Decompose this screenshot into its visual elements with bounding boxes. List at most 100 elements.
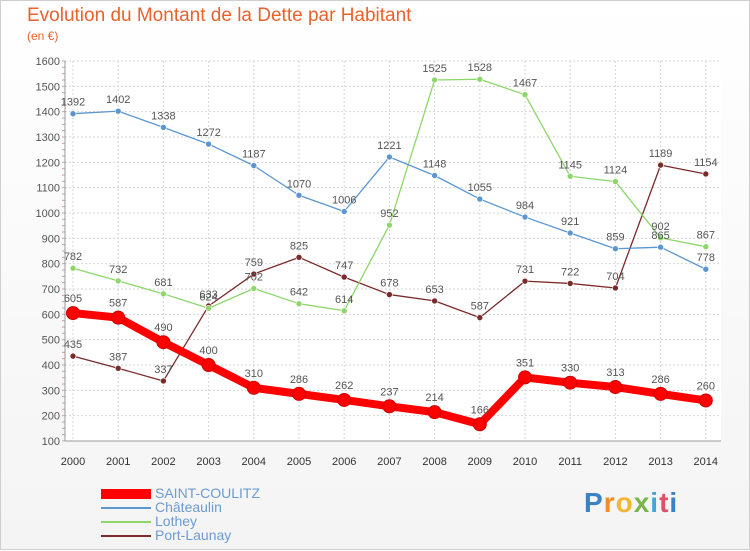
data-label-lothey: 902 <box>651 221 669 233</box>
point-lothey <box>340 307 348 315</box>
x-tick-label: 2010 <box>513 456 537 468</box>
point-chateaulin <box>702 265 710 273</box>
point-chateaulin <box>612 245 619 253</box>
point-saint-coulitz <box>201 358 216 372</box>
point-port-launay <box>160 377 167 385</box>
data-label-lothey: 782 <box>64 251 82 263</box>
point-lothey <box>205 304 212 312</box>
point-port-launay <box>702 170 710 178</box>
point-port-launay <box>657 161 664 169</box>
data-label-chateaulin: 1402 <box>106 94 130 106</box>
point-lothey <box>114 277 122 285</box>
point-saint-coulitz <box>156 335 171 350</box>
data-label-chateaulin: 778 <box>697 252 715 264</box>
point-port-launay <box>69 352 77 360</box>
y-tick-label: 1200 <box>36 157 60 169</box>
legend-swatch-port-launay <box>101 535 151 537</box>
data-label-lothey: 681 <box>154 277 172 289</box>
point-port-launay <box>295 254 303 261</box>
data-label-saint-coulitz: 313 <box>606 367 624 379</box>
axes: 100 200 300 400 500 600 700 800 900 1000 1100 1200 1… <box>36 56 721 468</box>
data-label-chateaulin: 1187 <box>242 149 266 161</box>
data-label-port-launay: 653 <box>425 284 443 296</box>
data-label-chateaulin: 1338 <box>151 110 175 122</box>
point-saint-coulitz <box>698 393 713 408</box>
data-label-saint-coulitz: 330 <box>561 363 579 375</box>
point-lothey <box>250 285 258 292</box>
data-label-saint-coulitz: 587 <box>109 298 127 310</box>
x-tick-label: 2005 <box>287 456 311 468</box>
data-label-lothey: 702 <box>245 271 263 283</box>
y-tick-label: 200 <box>42 411 60 423</box>
point-port-launay <box>114 364 122 372</box>
data-label-chateaulin: 865 <box>651 230 669 242</box>
data-label-port-launay: 337 <box>154 364 172 376</box>
point-chateaulin <box>566 229 574 237</box>
point-lothey <box>295 300 303 307</box>
legend-label: Châteaulin <box>155 499 222 515</box>
legend-label: SAINT-COULITZ <box>155 485 261 501</box>
point-saint-coulitz <box>608 380 623 395</box>
point-saint-coulitz <box>246 380 261 395</box>
data-label-saint-coulitz: 310 <box>245 368 263 380</box>
point-saint-coulitz <box>292 386 306 401</box>
data-label-port-launay: 731 <box>516 264 534 276</box>
data-label-port-launay: 825 <box>290 240 308 252</box>
point-saint-coulitz <box>337 392 352 407</box>
data-label-port-launay: 704 <box>606 271 624 283</box>
point-port-launay <box>340 273 348 281</box>
point-chateaulin <box>476 195 484 203</box>
x-tick-label: 2008 <box>422 456 446 468</box>
point-lothey <box>566 172 574 180</box>
point-chateaulin <box>340 208 348 215</box>
plot-area <box>65 61 721 441</box>
point-saint-coulitz <box>518 370 532 385</box>
data-label-saint-coulitz: 166 <box>471 404 489 416</box>
y-tick-label: 1600 <box>36 56 60 68</box>
point-lothey <box>521 91 529 98</box>
point-port-launay <box>476 314 484 321</box>
data-label-port-launay: 587 <box>471 301 489 313</box>
data-label-saint-coulitz: 286 <box>290 374 308 386</box>
y-tick-label: 400 <box>42 360 60 372</box>
x-tick-label: 2001 <box>106 456 130 468</box>
point-lothey <box>657 234 664 242</box>
data-label-chateaulin: 1070 <box>287 178 311 190</box>
point-chateaulin <box>69 110 77 117</box>
data-label-saint-coulitz: 490 <box>154 322 172 334</box>
data-label-lothey: 624 <box>199 291 217 303</box>
point-lothey <box>69 264 77 272</box>
point-saint-coulitz <box>66 306 80 321</box>
x-tick-label: 2013 <box>648 456 672 468</box>
y-tick-label: 300 <box>42 385 60 397</box>
data-label-chateaulin: 1148 <box>423 159 447 171</box>
point-saint-coulitz <box>653 386 668 401</box>
legend-swatch-lothey <box>101 521 151 523</box>
data-label-port-launay: 678 <box>380 278 398 290</box>
y-tick-label: 1400 <box>36 107 60 119</box>
data-label-lothey: 1145 <box>558 159 582 171</box>
data-label-lothey: 952 <box>380 208 398 220</box>
point-lothey <box>476 75 484 83</box>
point-lothey <box>431 76 438 84</box>
data-label-chateaulin: 1006 <box>332 194 356 206</box>
point-port-launay <box>386 291 393 298</box>
y-tick-label: 1100 <box>36 183 60 195</box>
data-label-lothey: 1528 <box>468 62 492 74</box>
data-label-chateaulin: 859 <box>606 232 624 244</box>
y-tick-label: 1500 <box>36 81 60 93</box>
y-tick-label: 900 <box>42 233 60 245</box>
data-label-chateaulin: 1272 <box>196 127 220 139</box>
x-tick-label: 2000 <box>61 456 85 468</box>
data-label-chateaulin: 1055 <box>468 182 492 194</box>
y-tick-label: 1000 <box>36 208 60 220</box>
point-lothey <box>160 290 167 298</box>
data-label-saint-coulitz: 400 <box>199 345 217 357</box>
x-tick-label: 2003 <box>196 456 220 468</box>
x-tick-label: 2012 <box>603 456 627 468</box>
data-label-port-launay: 387 <box>109 351 127 363</box>
data-label-chateaulin: 1392 <box>61 97 85 109</box>
y-tick-label: 600 <box>42 309 60 321</box>
